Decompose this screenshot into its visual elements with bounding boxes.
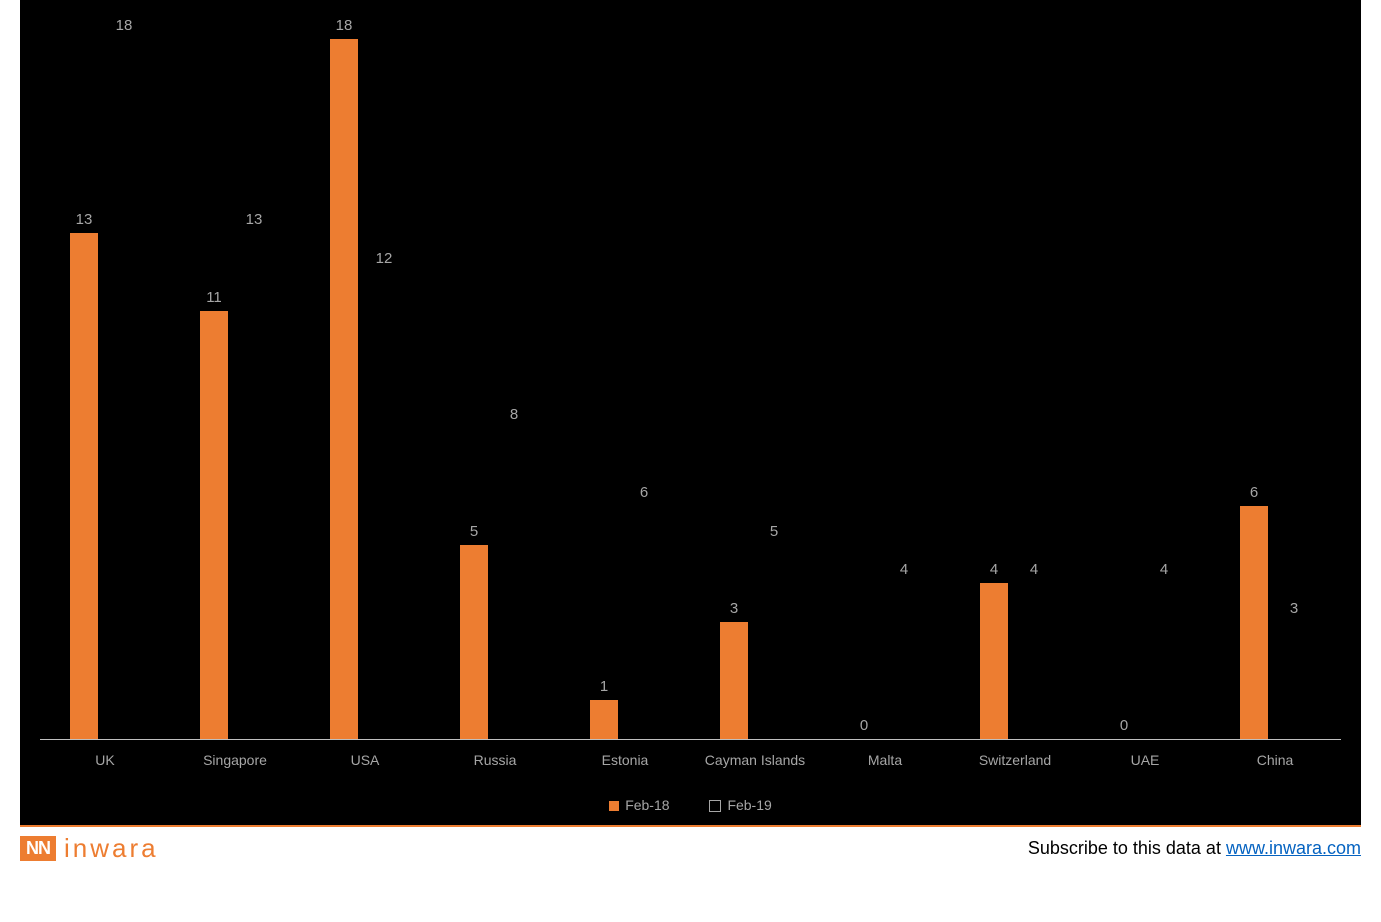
bar-value-label: 13 [224, 211, 284, 228]
legend-label-feb19: Feb-19 [727, 797, 771, 813]
legend-item-feb18: Feb-18 [609, 797, 669, 813]
legend: Feb-18 Feb-19 [20, 796, 1361, 813]
legend-label-feb18: Feb-18 [625, 797, 669, 813]
category-label: USA [300, 752, 430, 768]
logo-text: inwara [64, 833, 159, 864]
bar-value-label: 11 [184, 289, 244, 306]
bar-value-label: 0 [834, 717, 894, 734]
category-label: Malta [820, 752, 950, 768]
bar-feb18 [460, 545, 488, 739]
logo: NN inwara [20, 833, 159, 864]
legend-item-feb19: Feb-19 [709, 797, 771, 813]
bar-feb19 [1280, 622, 1308, 739]
category-label: UK [40, 752, 170, 768]
bar-value-label: 4 [1134, 561, 1194, 578]
bar-feb18 [590, 700, 618, 739]
bar-feb18 [200, 311, 228, 739]
bar-feb19 [370, 272, 398, 739]
bar-feb19 [760, 545, 788, 739]
subscribe-link[interactable]: www.inwara.com [1226, 838, 1361, 858]
bar-value-label: 0 [1094, 717, 1154, 734]
bar-value-label: 3 [1264, 600, 1324, 617]
subscribe-text: Subscribe to this data at www.inwara.com [1028, 838, 1361, 859]
bar-feb19 [1020, 583, 1048, 739]
bar-value-label: 5 [444, 523, 504, 540]
bar-feb18 [70, 233, 98, 739]
bar-value-label: 12 [354, 250, 414, 267]
bar-feb19 [110, 39, 138, 739]
bar-feb19 [500, 428, 528, 739]
bar-feb18 [720, 622, 748, 739]
bar-feb19 [240, 233, 268, 739]
bar-feb18 [1240, 506, 1268, 739]
x-axis [40, 739, 1341, 740]
chart-container: 13 18 UK 11 13 Singapore 18 12 USA 5 8 Russia 1 6 Esto… [20, 0, 1361, 827]
category-label: Cayman Islands [690, 752, 820, 768]
bar-feb19 [630, 506, 658, 739]
legend-swatch-feb18 [609, 801, 619, 811]
bar-feb19 [890, 583, 918, 739]
bar-feb18 [330, 39, 358, 739]
bar-feb18 [980, 583, 1008, 739]
logo-mark: NN [20, 836, 56, 861]
category-label: Switzerland [950, 752, 1080, 768]
plot-area: 1318UK1113Singapore1812USA58Russia16Esto… [40, 40, 1341, 740]
bar-value-label: 4 [1004, 561, 1064, 578]
bar-value-label: 6 [614, 484, 674, 501]
bar-value-label: 5 [744, 523, 804, 540]
bar-value-label: 3 [704, 600, 764, 617]
bar-value-label: 8 [484, 406, 544, 423]
footer: NN inwara Subscribe to this data at www.… [20, 833, 1361, 864]
subscribe-prefix: Subscribe to this data at [1028, 838, 1226, 858]
category-label: China [1210, 752, 1340, 768]
bar-value-label: 13 [54, 211, 114, 228]
bar-value-label: 4 [874, 561, 934, 578]
bar-value-label: 18 [314, 17, 374, 34]
bar-value-label: 1 [574, 678, 634, 695]
bar-value-label: 18 [94, 17, 154, 34]
bar-value-label: 6 [1224, 484, 1284, 501]
bar-feb19 [1150, 583, 1178, 739]
category-label: UAE [1080, 752, 1210, 768]
category-label: Russia [430, 752, 560, 768]
category-label: Estonia [560, 752, 690, 768]
legend-swatch-feb19 [709, 800, 721, 812]
category-label: Singapore [170, 752, 300, 768]
